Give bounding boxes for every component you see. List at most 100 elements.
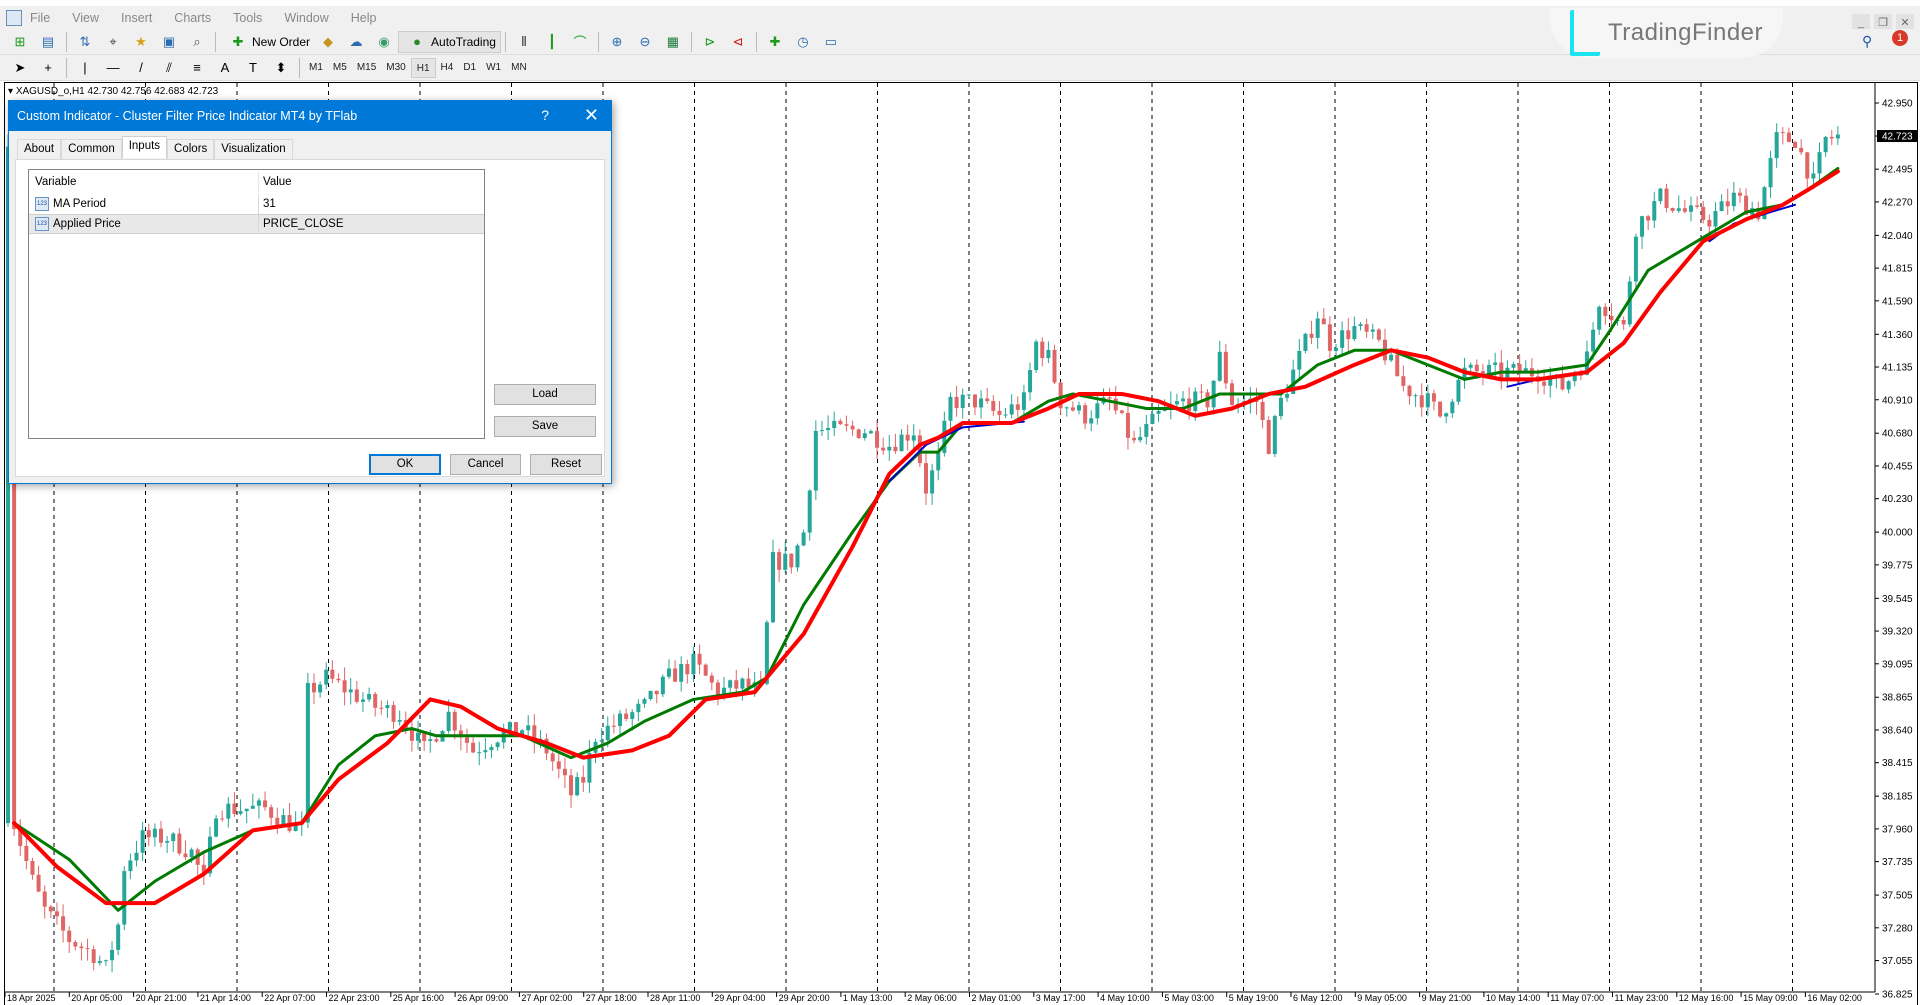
- candlestick-icon[interactable]: ┃: [548, 33, 556, 49]
- bear-candle: [1376, 329, 1381, 340]
- cursor-icon[interactable]: ➤: [14, 59, 26, 75]
- bear-candle: [856, 429, 861, 439]
- horizontal-line-icon[interactable]: —: [106, 60, 120, 75]
- timeframe-h4[interactable]: H4: [440, 61, 454, 73]
- help-button[interactable]: ?: [541, 107, 549, 123]
- text-label-icon[interactable]: T: [249, 60, 257, 75]
- ok-button[interactable]: OK: [369, 454, 441, 475]
- bear-candle: [146, 830, 151, 838]
- templates-icon[interactable]: ▭: [824, 33, 838, 49]
- metaeditor-icon[interactable]: ◆: [323, 33, 334, 49]
- search-icon[interactable]: ⚲: [1862, 33, 1873, 49]
- bull-candle: [293, 822, 298, 832]
- fibonacci-icon[interactable]: ≡: [193, 60, 201, 75]
- text-icon[interactable]: A: [220, 60, 230, 75]
- signals-icon[interactable]: ☁: [349, 33, 363, 49]
- timeframe-d1[interactable]: D1: [463, 61, 477, 73]
- data-window-icon[interactable]: ⌖: [109, 33, 117, 49]
- bear-candle: [452, 711, 457, 731]
- terminal-icon[interactable]: ▣: [162, 33, 176, 49]
- load-button[interactable]: Load: [494, 384, 596, 405]
- menu-window[interactable]: Window: [284, 11, 329, 25]
- line-chart-icon[interactable]: ⌒: [573, 35, 587, 50]
- table-row[interactable]: 123 MA Period 31: [29, 194, 484, 214]
- inputs-panel: Variable Value 123 MA Period 31 123 Applie…: [15, 159, 605, 477]
- bull-candle: [1835, 134, 1840, 139]
- cancel-button[interactable]: Cancel: [450, 454, 521, 475]
- zoom-in-icon[interactable]: ⊕: [611, 33, 623, 49]
- bull-candle: [1291, 369, 1296, 394]
- new-chart-icon[interactable]: ⊞: [14, 33, 26, 49]
- menu-charts[interactable]: Charts: [174, 11, 212, 25]
- bear-candle: [838, 420, 843, 425]
- bull-candle: [862, 433, 867, 439]
- equidistant-channel-icon[interactable]: ⫽: [166, 59, 172, 75]
- market-watch-icon[interactable]: ⇅: [79, 33, 91, 49]
- indicators-icon[interactable]: ✚: [769, 33, 781, 49]
- bull-candle: [1548, 378, 1553, 386]
- periods-icon[interactable]: ◷: [797, 33, 809, 49]
- tab-visualization[interactable]: Visualization: [214, 139, 293, 159]
- table-row[interactable]: 123 Applied Price PRICE_CLOSE: [29, 214, 484, 234]
- menu-insert[interactable]: Insert: [121, 11, 153, 25]
- bear-candle: [1107, 397, 1112, 399]
- bar-chart-icon[interactable]: ⫴: [521, 33, 527, 49]
- tab-inputs[interactable]: Inputs: [121, 136, 168, 158]
- tile-windows-icon[interactable]: ▦: [666, 33, 680, 49]
- tab-colors[interactable]: Colors: [167, 139, 215, 159]
- new-order-button[interactable]: ✚ New Order: [220, 31, 314, 53]
- navigator-icon[interactable]: ★: [135, 33, 147, 49]
- timeframe-m1[interactable]: M1: [309, 61, 323, 73]
- menu-file[interactable]: File: [30, 11, 51, 25]
- current-price-label: 42.723: [1882, 132, 1913, 143]
- bull-candle: [1028, 370, 1033, 393]
- column-value[interactable]: Value: [263, 176, 292, 188]
- restore-button[interactable]: ❐: [1874, 14, 1892, 32]
- bull-candle: [171, 833, 176, 842]
- bull-candle: [740, 678, 745, 689]
- bull-candle: [165, 841, 170, 843]
- chart-shift-icon[interactable]: ⊳: [704, 33, 716, 49]
- tab-common[interactable]: Common: [61, 139, 122, 159]
- bear-candle: [1058, 382, 1063, 409]
- variable-value[interactable]: PRICE_CLOSE: [263, 218, 344, 230]
- vertical-line-icon[interactable]: |: [83, 60, 87, 75]
- bear-candle: [875, 431, 880, 448]
- autotrading-button[interactable]: ● AutoTrading: [398, 30, 501, 53]
- strategy-tester-icon[interactable]: ⌕: [193, 33, 201, 49]
- crosshair-icon[interactable]: +: [44, 60, 52, 75]
- zoom-out-icon[interactable]: ⊖: [639, 33, 651, 49]
- save-button[interactable]: Save: [494, 416, 596, 437]
- timeframe-m30[interactable]: M30: [386, 61, 406, 73]
- bull-candle: [1731, 192, 1736, 207]
- notification-badge[interactable]: 1: [1892, 30, 1908, 46]
- timeframe-w1[interactable]: W1: [486, 61, 502, 73]
- bull-candle: [1817, 152, 1822, 174]
- tab-about[interactable]: About: [17, 139, 62, 159]
- bull-candle: [250, 805, 255, 809]
- arrows-icon[interactable]: ⬍: [275, 59, 287, 75]
- timeframe-m15[interactable]: M15: [356, 61, 377, 73]
- bull-candle: [416, 732, 421, 741]
- autoscroll-icon[interactable]: ⊲: [732, 33, 744, 49]
- variable-value[interactable]: 31: [263, 198, 276, 210]
- timeframe-h1[interactable]: H1: [410, 57, 436, 78]
- dialog-title-bar: Custom Indicator - Cluster Filter Price …: [9, 101, 611, 131]
- bear-candle: [220, 818, 225, 820]
- close-icon[interactable]: ✕: [583, 105, 599, 125]
- column-variable[interactable]: Variable: [35, 176, 77, 188]
- timeframe-m5[interactable]: M5: [332, 61, 347, 73]
- bear-candle: [789, 553, 794, 568]
- minimize-button[interactable]: _: [1852, 14, 1870, 32]
- price-label: 37.055: [1882, 956, 1913, 967]
- trendline-icon[interactable]: /: [139, 60, 143, 75]
- radio-icon[interactable]: ◉: [378, 33, 390, 49]
- menu-view[interactable]: View: [72, 11, 100, 25]
- close-window-button[interactable]: ✕: [1896, 14, 1914, 32]
- menu-help[interactable]: Help: [350, 11, 377, 25]
- reset-button[interactable]: Reset: [530, 454, 602, 475]
- menu-tools[interactable]: Tools: [233, 11, 263, 25]
- timeframe-mn[interactable]: MN: [511, 61, 527, 73]
- profiles-icon[interactable]: ▤: [41, 33, 55, 49]
